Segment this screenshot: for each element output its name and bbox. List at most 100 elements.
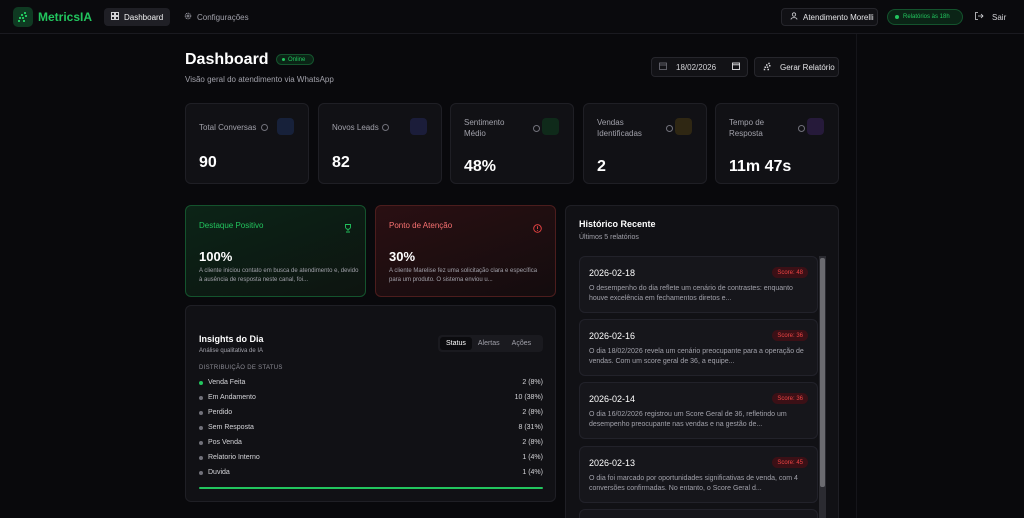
help-icon[interactable] <box>798 125 805 132</box>
status-dot-icon <box>199 470 203 475</box>
highlight-value: 30% <box>389 249 416 264</box>
content-divider <box>856 34 857 518</box>
generate-report-button[interactable]: Gerar Relatório <box>754 57 839 77</box>
status-count: 10 (38%) <box>514 394 543 401</box>
highlight-description: A cliente iniciou contato em busca de at… <box>199 268 359 283</box>
page-subtitle: Visão geral do atendimento via WhatsApp <box>185 75 334 84</box>
nav-dashboard[interactable]: Dashboard <box>104 8 171 26</box>
history-date: 2026-02-13 <box>589 458 636 468</box>
history-summary: O dia 18/02/2026 revela um cenário preoc… <box>589 348 804 365</box>
history-summary: O dia foi marcado por oportunidades sign… <box>589 475 798 492</box>
kpi-tempo-resposta: Tempo de Resposta 11m 47s <box>715 103 839 184</box>
score-badge: Score: 48 <box>772 267 808 278</box>
logo-icon <box>13 7 33 27</box>
insights-subtitle: Análise qualitativa de IA <box>199 348 264 354</box>
history-item[interactable]: 2026-02-18 Score: 48 O desempenho do dia… <box>579 256 818 313</box>
history-item[interactable]: 2026-02-13 Score: 45 O dia foi marcado p… <box>579 446 818 503</box>
sentiment-icon <box>542 118 559 135</box>
alert-circle-icon <box>533 220 542 238</box>
nav-dashboard-label: Dashboard <box>124 12 164 22</box>
kpi-label: Novos Leads <box>332 123 379 132</box>
help-icon[interactable] <box>382 124 389 131</box>
date-value: 18/02/2026 <box>676 62 717 72</box>
score-badge: Score: 45 <box>772 457 808 468</box>
history-scrollbar[interactable] <box>819 256 826 518</box>
help-icon[interactable] <box>666 125 673 132</box>
history-item[interactable]: 2026-02-14 Score: 36 O dia 16/02/2026 re… <box>579 382 818 439</box>
history-date: 2026-02-16 <box>589 331 636 341</box>
top-navbar: MetricsIA Dashboard Configurações Atendi… <box>0 0 1024 34</box>
user-icon <box>790 12 798 22</box>
status-dot-icon <box>199 395 203 400</box>
kpi-value: 2 <box>597 158 606 175</box>
status-dot-icon <box>199 455 203 460</box>
help-icon[interactable] <box>261 124 268 131</box>
status-row: Pos Venda 2 (8%) <box>199 437 543 448</box>
user-account-button[interactable]: Atendimento Morelli <box>781 8 878 26</box>
status-row: Em Andamento 10 (38%) <box>199 392 543 403</box>
users-icon <box>410 118 427 135</box>
generate-report-label: Gerar Relatório <box>780 62 835 72</box>
logout-icon <box>975 12 984 22</box>
history-summary: O desempenho do dia reflete um cenário d… <box>589 285 793 302</box>
history-summary: O dia 16/02/2026 registrou um Score Gera… <box>589 411 787 428</box>
kpi-value: 11m 47s <box>729 158 792 175</box>
status-row: Perdido 2 (8%) <box>199 407 543 418</box>
chat-icon <box>277 118 294 135</box>
history-item[interactable]: 2026-02-16 Score: 36 O dia 18/02/2026 re… <box>579 319 818 376</box>
highlight-title: Destaque Positivo <box>199 221 264 230</box>
tab-status[interactable]: Status <box>440 337 472 350</box>
insights-title: Insights do Dia <box>199 334 264 344</box>
online-status-badge: Online <box>276 54 314 65</box>
report-schedule-badge: Relatórios às 18h <box>887 9 963 25</box>
kpi-label: Tempo de Resposta <box>729 118 765 138</box>
score-badge: Score: 36 <box>772 393 808 404</box>
insights-tabs: Status Alertas Ações <box>438 335 543 352</box>
status-dot-icon <box>199 440 203 445</box>
highlight-value: 100% <box>199 249 233 264</box>
nav-configuracoes[interactable]: Configurações <box>177 8 256 26</box>
status-count: 8 (31%) <box>518 424 543 431</box>
status-count: 1 (4%) <box>522 454 543 461</box>
help-icon[interactable] <box>533 125 540 132</box>
history-title: Histórico Recente <box>579 219 656 229</box>
calendar-picker-icon[interactable] <box>732 62 740 72</box>
clock-icon <box>807 118 824 135</box>
dashboard-grid-icon <box>111 12 119 22</box>
kpi-sentimento-medio: Sentimento Médio 48% <box>450 103 574 184</box>
tab-alertas[interactable]: Alertas <box>477 340 500 347</box>
user-name: Atendimento Morelli <box>803 12 874 22</box>
highlight-title: Ponto de Atenção <box>389 221 453 230</box>
kpi-label: Total Conversas <box>199 123 257 132</box>
scrollbar-thumb[interactable] <box>820 258 825 487</box>
kpi-total-conversas: Total Conversas 90 <box>185 103 309 184</box>
insights-panel: Insights do Dia Análise qualitativa de I… <box>185 305 556 502</box>
nav-configuracoes-label: Configurações <box>197 12 249 22</box>
logout-button[interactable]: Sair <box>975 9 1006 25</box>
kpi-label: Sentimento Médio <box>464 118 505 138</box>
tab-acoes[interactable]: Ações <box>511 340 532 347</box>
status-dot-icon <box>895 15 899 19</box>
logout-label: Sair <box>992 12 1007 22</box>
app-name: MetricsIA <box>38 10 93 24</box>
page-title: Dashboard <box>185 51 269 68</box>
score-badge: Score: 36 <box>772 330 808 341</box>
highlight-attention-card: Ponto de Atenção 30% A cliente Marelise … <box>375 205 556 297</box>
history-panel: Histórico Recente Últimos 5 relatórios 2… <box>565 205 839 518</box>
kpi-value: 90 <box>199 154 217 171</box>
status-name: Relatorio Interno <box>208 454 260 461</box>
status-count: 2 (8%) <box>522 409 543 416</box>
status-count: 2 (8%) <box>522 439 543 446</box>
date-picker-input[interactable]: 18/02/2026 <box>651 57 748 77</box>
status-name: Pos Venda <box>208 439 242 446</box>
sparkle-icon <box>763 62 772 73</box>
status-count: 2 (8%) <box>522 379 543 386</box>
sales-icon <box>675 118 692 135</box>
status-row: Relatorio Interno 1 (4%) <box>199 452 543 463</box>
history-date: 2026-02-18 <box>589 268 636 278</box>
status-dot-icon <box>199 410 203 415</box>
kpi-vendas-identificadas: Vendas Identificadas 2 <box>583 103 707 184</box>
gear-icon <box>184 12 192 22</box>
history-item[interactable] <box>579 509 818 518</box>
history-date: 2026-02-14 <box>589 394 636 404</box>
